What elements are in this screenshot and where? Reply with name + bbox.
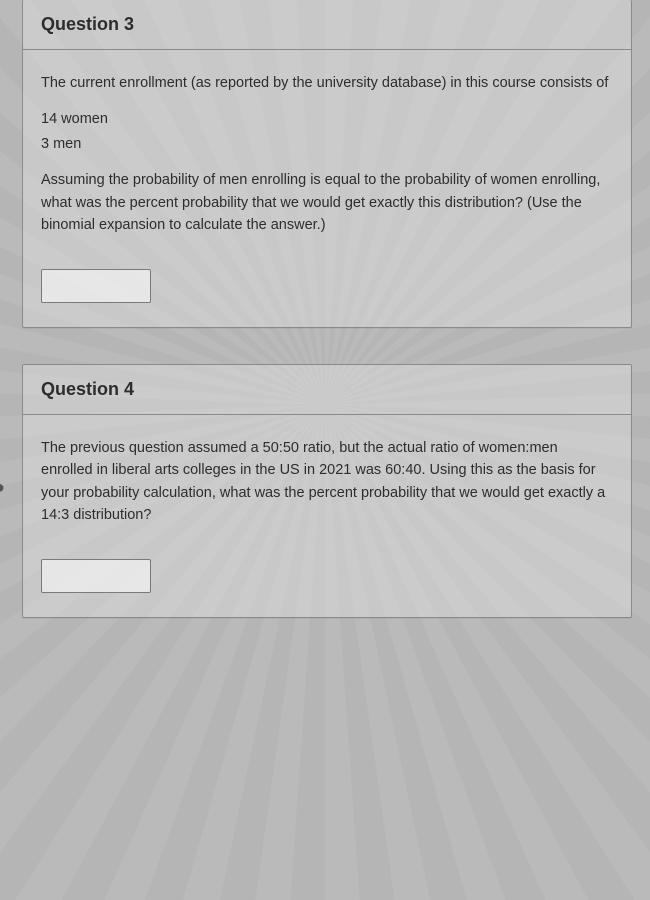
card-gap [22,328,632,354]
quiz-page: Question 3 The current enrollment (as re… [0,0,650,618]
question-prompt: The previous question assumed a 50:50 ra… [41,437,613,527]
question-intro: The current enrollment (as reported by t… [41,72,613,94]
question-header: Question 3 [23,0,631,50]
question-number-label: Question 4 [41,379,134,399]
chevron-right-icon: ◗ [0,477,7,497]
data-line-women: 14 women [41,108,613,130]
answer-input-q3[interactable] [41,269,151,303]
question-header: Question 4 [23,365,631,415]
question-prompt: Assuming the probability of men enrollin… [41,169,613,236]
question-card-4: Question 4 The previous question assumed… [22,364,632,618]
question-body: The previous question assumed a 50:50 ra… [23,415,631,617]
answer-input-q4[interactable] [41,559,151,593]
question-number-label: Question 3 [41,14,134,34]
data-line-men: 3 men [41,133,613,155]
nav-marker-icon: ◗ [0,476,10,498]
question-card-3: Question 3 The current enrollment (as re… [22,0,632,328]
enrollment-data: 14 women 3 men [41,108,613,155]
question-body: The current enrollment (as reported by t… [23,50,631,327]
